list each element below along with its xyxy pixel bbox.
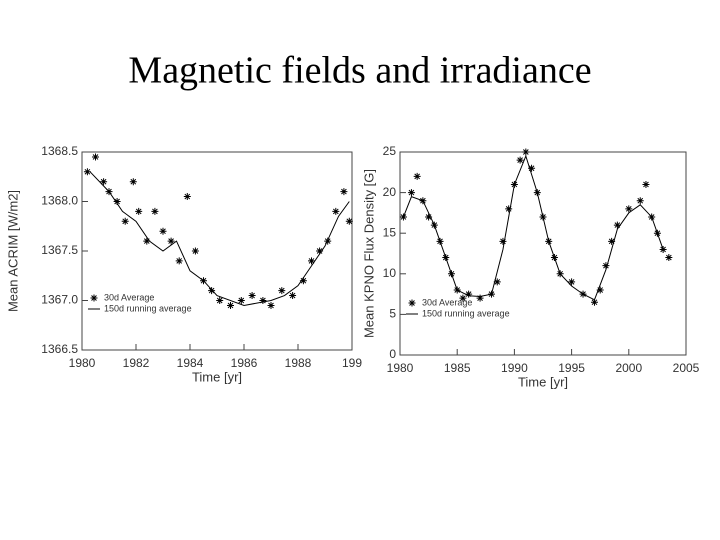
legend-swatch [408,299,416,307]
data-point [316,247,324,255]
data-point [159,227,167,235]
data-point [505,205,513,213]
data-point [613,221,621,229]
legend-label: 30d Average [104,292,154,302]
data-point [289,292,297,300]
data-point [528,164,536,172]
legend-label: 30d Average [422,297,472,307]
x-tick-label: 1984 [177,356,204,370]
x-tick-label: 1990 [501,361,528,375]
x-tick-label: 2000 [615,361,642,375]
data-point [278,287,286,295]
data-point [143,237,151,245]
data-point [407,189,415,197]
data-point [590,298,598,306]
data-point [175,257,183,265]
data-point [191,247,199,255]
x-tick-label: 1985 [444,361,471,375]
data-point [413,172,421,180]
x-tick-label: 1988 [285,356,312,370]
data-point [227,301,234,309]
data-point [516,156,524,164]
y-tick-label: 20 [383,185,397,199]
data-point [259,297,267,304]
legend-label: 150d running average [104,303,192,313]
x-tick-label: 1982 [123,356,150,370]
data-point [299,277,307,285]
y-tick-label: 0 [389,347,396,361]
y-tick-label: 10 [383,266,397,280]
series-line [402,154,664,301]
data-point [493,278,501,286]
data-point [608,237,616,245]
x-tick-label: 1995 [558,361,585,375]
data-point [602,262,610,270]
data-point [129,178,137,186]
data-point [476,294,484,302]
data-point [135,207,143,215]
data-point [308,257,315,265]
y-axis-label: Mean KPNO Flux Density [G] [361,169,376,338]
slide-title: Magnetic fields and irradiance [128,50,591,92]
data-point [459,294,467,302]
y-tick-label: 1367.0 [41,293,78,307]
series-line [89,171,350,306]
x-tick-label: 2005 [673,361,700,375]
y-tick-label: 1367.5 [41,243,78,257]
data-point [568,278,576,286]
data-point [332,207,340,215]
data-point [248,292,256,300]
data-point [425,213,433,221]
y-tick-label: 25 [383,144,397,158]
data-point [151,207,159,215]
data-point [167,237,175,245]
data-point [208,287,216,295]
legend-swatch [90,294,98,302]
data-point [113,198,121,205]
data-point [465,290,473,298]
data-point [642,180,650,188]
y-axis-label: Mean ACRIM [W/m2] [5,190,20,312]
data-point [92,153,99,161]
y-tick-label: 15 [383,225,397,239]
data-point [121,217,129,225]
data-point [499,237,507,245]
plot-frame [399,151,687,356]
x-tick-label: 199 [342,356,362,370]
data-point [665,254,673,262]
x-tick-label: 1980 [387,361,414,375]
legend-label: 150d running average [422,308,510,318]
data-point [237,297,245,304]
data-point [183,193,191,201]
data-point [636,197,644,205]
data-point [345,217,353,225]
data-point [267,301,275,309]
data-point [596,286,604,294]
data-point [216,297,224,304]
y-tick-label: 1368.0 [41,194,78,208]
data-point [340,188,348,196]
data-point [83,168,91,176]
x-tick-label: 1980 [69,356,96,370]
y-tick-label: 1368.5 [41,144,78,158]
data-point [625,205,633,213]
x-tick-label: 1986 [231,356,258,370]
x-axis-label: Time [yr] [192,369,242,384]
y-tick-label: 5 [389,307,396,321]
data-point [100,178,108,186]
data-point [522,148,530,156]
y-tick-label: 1366.5 [41,342,78,356]
x-axis-label: Time [yr] [518,374,568,389]
